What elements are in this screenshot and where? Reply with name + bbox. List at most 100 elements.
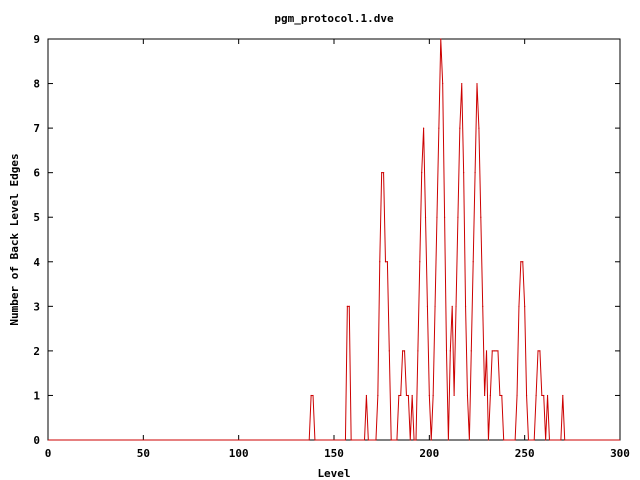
- x-tick-label: 0: [45, 447, 52, 460]
- data-point: [451, 305, 453, 307]
- y-tick-label: 1: [33, 389, 40, 402]
- data-point: [411, 394, 413, 397]
- data-point: [548, 439, 551, 441]
- data-point: [312, 394, 314, 397]
- y-tick-label: 6: [33, 167, 40, 180]
- data-point: [386, 261, 388, 263]
- data-point: [495, 350, 497, 352]
- data-point: [417, 350, 419, 352]
- data-point: [560, 439, 562, 441]
- data-point: [382, 172, 385, 174]
- data-point: [424, 216, 427, 218]
- data-point: [365, 394, 368, 397]
- x-tick-label: 300: [610, 447, 630, 460]
- series-line: [48, 38, 620, 441]
- data-point: [501, 394, 503, 397]
- data-point: [413, 439, 415, 441]
- data-point: [520, 261, 522, 263]
- data-point: [546, 394, 549, 397]
- data-point: [533, 439, 535, 441]
- data-point: [384, 261, 387, 263]
- data-point: [421, 172, 423, 174]
- data-point: [310, 394, 312, 397]
- data-point: [398, 394, 400, 397]
- y-axis-label: Number of Back Level Edges: [8, 153, 21, 325]
- data-point: [308, 439, 310, 441]
- data-point: [432, 394, 434, 397]
- data-point: [539, 350, 541, 352]
- y-tick-label: 5: [33, 211, 40, 224]
- data-point: [524, 305, 526, 307]
- data-point: [419, 261, 421, 263]
- data-point: [409, 439, 411, 441]
- data-point: [470, 350, 472, 352]
- data-point: [381, 172, 383, 174]
- y-tick-label: 2: [33, 345, 40, 358]
- x-axis-label: Level: [317, 467, 350, 480]
- data-point: [403, 350, 406, 352]
- y-tick-label: 9: [33, 33, 40, 46]
- data-point: [537, 350, 539, 352]
- data-point: [476, 82, 478, 85]
- data-point: [455, 305, 457, 307]
- data-point: [402, 350, 404, 352]
- data-point: [438, 127, 440, 129]
- data-point: [428, 394, 430, 397]
- data-point: [436, 216, 438, 218]
- data-point: [445, 350, 448, 352]
- data-point: [388, 350, 390, 352]
- data-point: [535, 394, 537, 397]
- data-point: [442, 82, 444, 85]
- data-point: [525, 394, 528, 397]
- data-point: [543, 394, 545, 397]
- data-point: [344, 439, 347, 441]
- data-point: [518, 305, 520, 307]
- data-point: [377, 394, 379, 397]
- data-point: [564, 439, 566, 441]
- data-point: [443, 216, 446, 218]
- data-point: [485, 350, 488, 352]
- data-point: [400, 394, 402, 397]
- plot-frame: [47, 38, 621, 441]
- data-point: [434, 305, 436, 307]
- data-point: [487, 439, 490, 441]
- data-point: [405, 394, 408, 397]
- data-point: [541, 394, 543, 397]
- data-point: [480, 216, 482, 218]
- data-point: [459, 127, 461, 129]
- data-point: [461, 82, 463, 85]
- axes-group: 0 50 100 150 200 250 300 0 1 2 3 4 5 6 7 8 9: [33, 33, 630, 460]
- y-tick-label: 4: [33, 256, 40, 269]
- x-tick-label: 50: [137, 447, 150, 460]
- data-point: [482, 305, 484, 307]
- data-point: [457, 216, 459, 218]
- x-tick-label: 100: [229, 447, 249, 460]
- x-tick-label: 200: [419, 447, 439, 460]
- x-tick-label: 250: [515, 447, 535, 460]
- data-point: [314, 439, 316, 441]
- data-point: [396, 439, 398, 441]
- data-point: [514, 439, 516, 441]
- data-point: [440, 38, 442, 40]
- data-point: [522, 261, 524, 263]
- series-group: [48, 38, 620, 441]
- data-point: [423, 127, 425, 129]
- data-point: [407, 394, 409, 397]
- data-point: [350, 439, 352, 441]
- data-point: [449, 350, 451, 352]
- data-point: [379, 261, 381, 263]
- data-point: [491, 350, 493, 352]
- data-point: [415, 439, 417, 441]
- data-point: [562, 394, 564, 397]
- chart-title: pgm_protocol.1.dve: [274, 12, 394, 25]
- data-point: [497, 350, 499, 352]
- data-point: [453, 394, 455, 397]
- data-point: [493, 350, 495, 352]
- data-point: [464, 305, 467, 307]
- x-tick-label: 150: [324, 447, 344, 460]
- data-point: [527, 439, 530, 441]
- data-point: [472, 261, 474, 263]
- data-point: [489, 394, 491, 397]
- data-point: [545, 439, 547, 441]
